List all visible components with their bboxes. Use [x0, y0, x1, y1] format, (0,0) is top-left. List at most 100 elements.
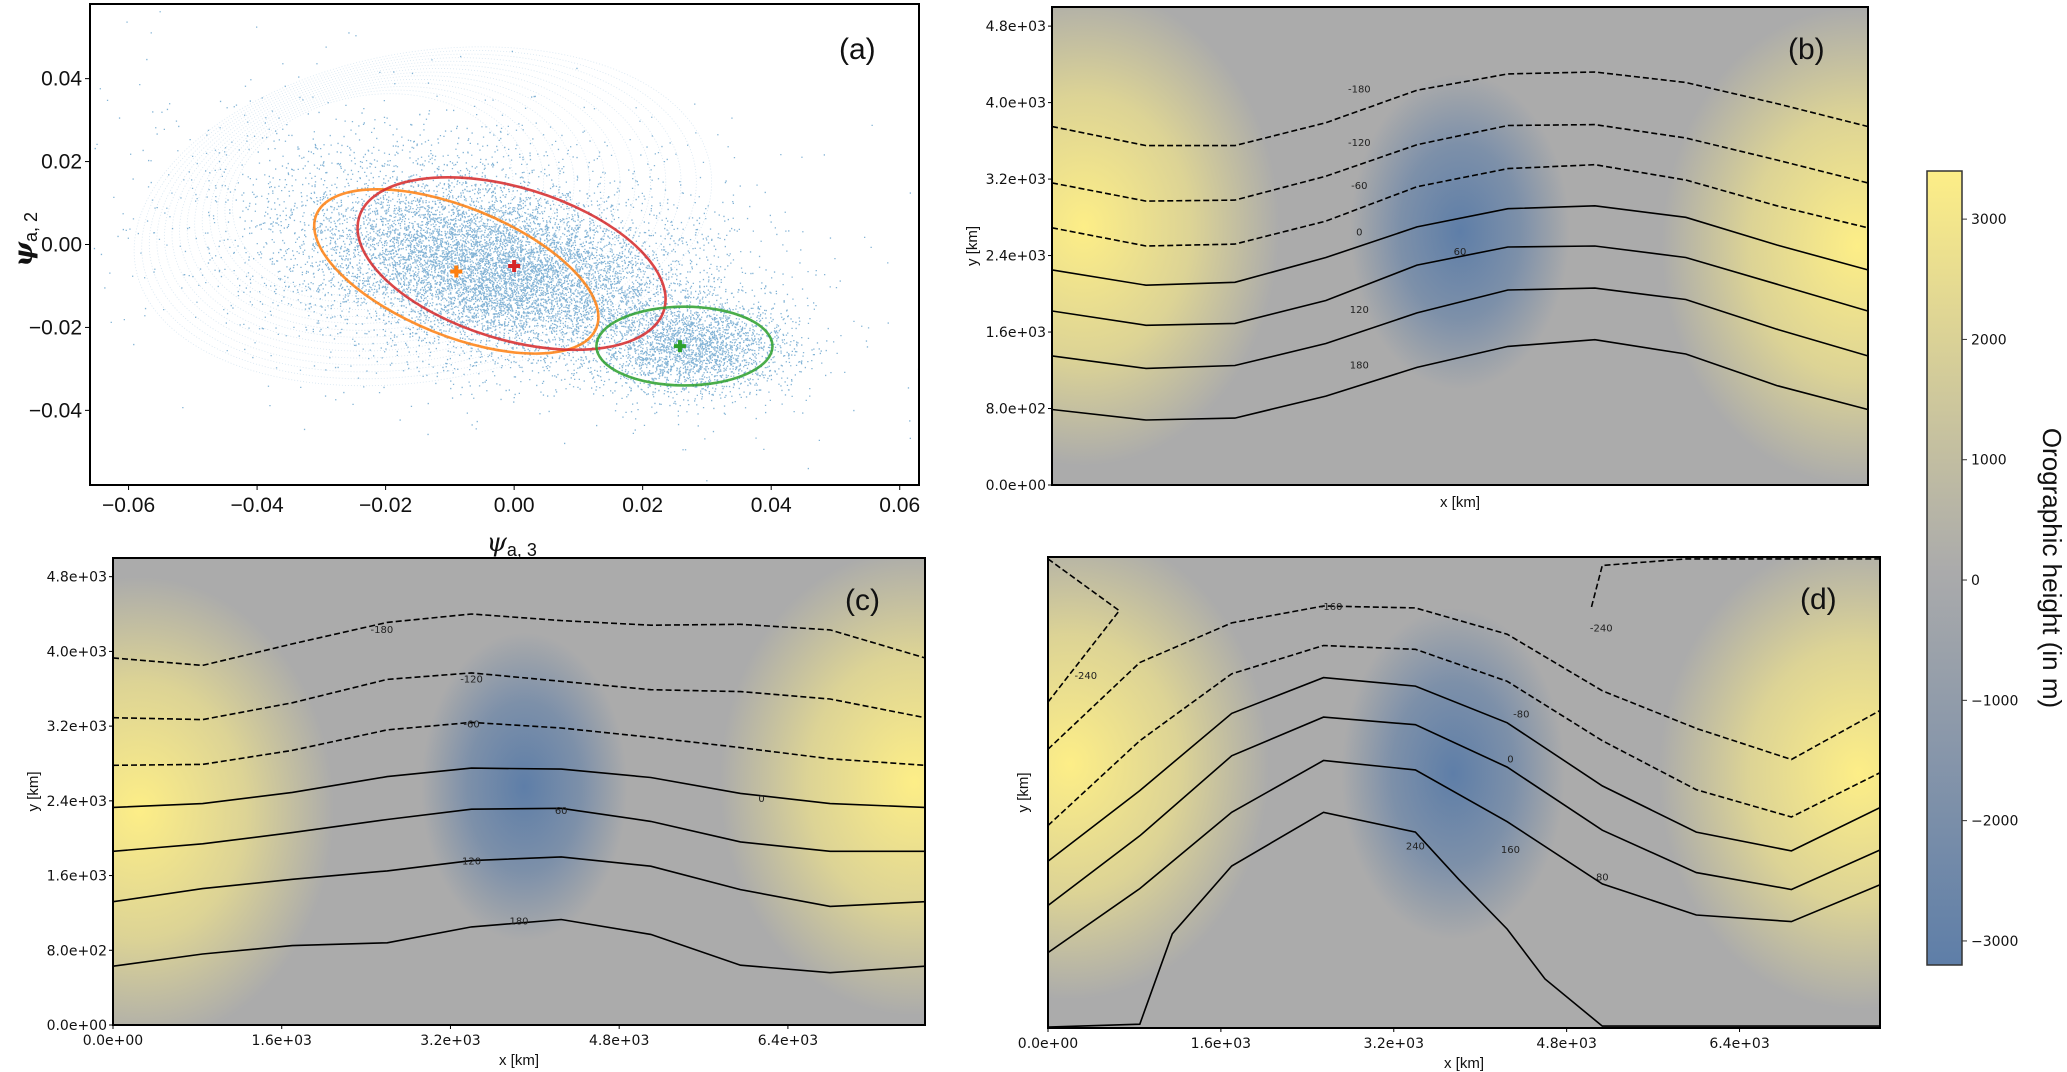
contour-line-160 — [1048, 759, 1880, 954]
trajectory-loop — [141, 50, 697, 380]
contour-line-240 — [1048, 811, 1880, 1028]
contour-label--120: -120 — [460, 674, 483, 685]
x-tick-label-a: 0.04 — [751, 494, 792, 517]
x-axis-label-b: x [km] — [1440, 494, 1480, 511]
x-tick-label-a: 0.00 — [494, 494, 535, 517]
panel-label-c: (c) — [845, 584, 880, 617]
y-tick-label-c: 1.6e+03 — [47, 869, 107, 885]
cluster-center-red — [508, 260, 521, 273]
trajectory-loop — [133, 46, 713, 387]
cluster-ellipse-green — [595, 305, 774, 387]
y-tick-label-c: 3.2e+03 — [47, 719, 107, 735]
contour-label--180: -180 — [1348, 84, 1371, 95]
trajectory-loop — [156, 57, 667, 366]
trajectory-loop — [186, 71, 606, 338]
y-axis-label-c: y [km] — [25, 772, 42, 812]
x-tick-label-d: 3.2e+03 — [1364, 1036, 1424, 1052]
valley-low-center — [421, 632, 628, 941]
y-tick-label-b: 8.0e+02 — [986, 402, 1046, 418]
contour-label--180: -180 — [371, 625, 394, 636]
contour-line-80 — [1048, 716, 1880, 907]
y-tick-label-b: 4.0e+03 — [986, 96, 1046, 112]
axes-frame-b — [1051, 6, 1869, 486]
y-tick-label-b: 3.2e+03 — [986, 172, 1046, 188]
height-field-c — [113, 558, 925, 1025]
contours-c: -180 -120 -60 0 60 120 180 — [113, 613, 925, 974]
x-tick-label-c: 6.4e+03 — [758, 1033, 818, 1049]
trajectory-loop — [209, 82, 560, 317]
colorbar-tick-label: −2000 — [1971, 814, 2018, 830]
contour-line-60 — [113, 807, 925, 853]
x-tick-label-a: −0.04 — [231, 494, 284, 517]
trajectory-loop — [171, 64, 636, 352]
x-axis-label-main: ψ — [487, 528, 508, 558]
contour-label--240: -240 — [1074, 671, 1097, 682]
axes-frame-c — [112, 557, 926, 1026]
y-axis-label-d: y [km] — [1015, 773, 1032, 813]
contour-line-0 — [1052, 204, 1868, 287]
panel-c-contour: -180 -120 -60 0 60 120 180 0.0e+00 8.0e+02 1.6e+0… — [25, 557, 926, 1069]
contour-label-180: 180 — [509, 916, 528, 927]
contour-line-0 — [1048, 676, 1880, 862]
x-tick-label-a: 0.06 — [879, 494, 920, 517]
contour-line--60 — [1052, 163, 1868, 247]
ridge-high-left — [1048, 557, 1270, 1000]
contour-line--60 — [113, 721, 925, 767]
contour-line--120 — [1052, 123, 1868, 202]
trajectory-loop — [179, 68, 621, 345]
x-tick-label-c: 3.2e+03 — [420, 1033, 480, 1049]
trajectory-loop — [224, 89, 529, 304]
contour-line--240 — [1048, 558, 1121, 703]
colorbar-tick-label: 3000 — [1971, 212, 2007, 228]
y-tick-label-b: 1.6e+03 — [986, 325, 1046, 341]
colorbar-label: Orographic height (in m) — [2037, 428, 2067, 708]
panel-label-a: (a) — [839, 33, 876, 66]
y-tick-label-a: −0.04 — [29, 399, 82, 422]
x-tick-label-c: 0.0e+00 — [83, 1033, 143, 1049]
contour-line--160 — [1048, 605, 1880, 761]
panel-label-d: (d) — [1800, 583, 1837, 616]
trajectory-loop — [194, 75, 590, 331]
trajectory-loop — [232, 93, 514, 297]
x-axis-label-a: ψa, 3 — [487, 528, 537, 560]
y-axis-label-main: ψ — [9, 241, 39, 267]
y-tick-label-b: 2.4e+03 — [986, 249, 1046, 265]
y-tick-label-a: 0.04 — [41, 68, 82, 91]
x-tick-label-a: −0.06 — [102, 494, 155, 517]
ridge-high-right — [1658, 557, 1880, 1010]
ridge-high-right — [719, 558, 925, 1016]
contour-label-120: 120 — [462, 857, 481, 868]
panel-b-contour: -180 -120 -60 0 60 120 180 0.0e+00 8.0e+02 1.6e+0… — [964, 6, 1869, 511]
contour-label-180: 180 — [1350, 361, 1369, 372]
ridge-high-left — [1052, 7, 1280, 466]
panel-d-contour: -240 -240 -160 -80 0 80 160 240 0.0e+00 1.6e+03 3.… — [1015, 556, 1881, 1072]
contour-line--80 — [1048, 644, 1880, 827]
x-axis-label-d: x [km] — [1444, 1055, 1484, 1072]
colorbar-tick-label: 2000 — [1971, 332, 2007, 348]
contour-label--240: -240 — [1590, 624, 1613, 635]
contour-label--80: -80 — [1513, 709, 1529, 720]
contours-b: -180 -120 -60 0 60 120 180 — [1052, 71, 1868, 421]
axes-frame-d — [1047, 556, 1881, 1029]
contour-line-60 — [1052, 245, 1868, 327]
x-tick-label-a: −0.02 — [359, 494, 412, 517]
valley-low-center — [1350, 73, 1570, 390]
y-tick-label-c: 4.8e+03 — [47, 570, 107, 586]
x-axis-label-c: x [km] — [499, 1052, 539, 1069]
contour-line-180 — [1052, 338, 1868, 421]
trajectory-loop — [216, 86, 544, 310]
y-tick-label-a: 0.02 — [41, 151, 82, 174]
contour-label--120: -120 — [1348, 138, 1371, 149]
contour-line-180 — [113, 918, 925, 974]
y-axis-label-sub: a, 2 — [21, 212, 41, 242]
contour-label-80: 80 — [1596, 872, 1609, 883]
cluster-center-orange — [450, 265, 463, 278]
panel-a-scatter: −0.06 −0.04 −0.02 0.00 0.02 0.04 0.06 0.04 0.02 0… — [9, 3, 920, 560]
contour-line--180 — [1052, 71, 1868, 147]
plot-area-a — [90, 4, 919, 485]
y-tick-label-a: 0.00 — [41, 234, 82, 257]
y-axis-label-b: y [km] — [964, 226, 981, 266]
x-tick-label-d: 4.8e+03 — [1536, 1036, 1596, 1052]
panel-label-b: (b) — [1788, 33, 1825, 66]
x-tick-label-c: 4.8e+03 — [589, 1033, 649, 1049]
